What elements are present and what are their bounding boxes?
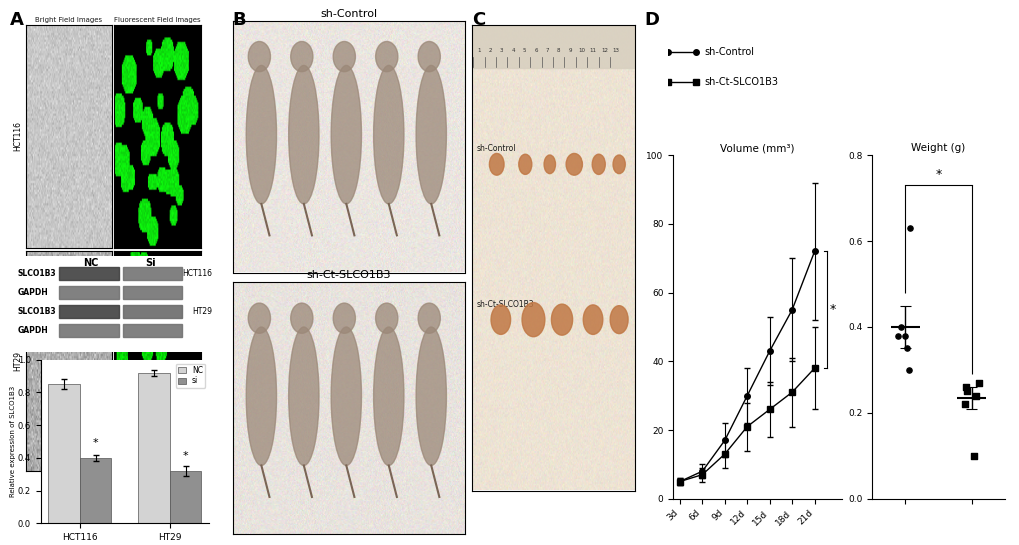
Text: *: * [93,438,99,448]
Text: SLCO1B3: SLCO1B3 [17,307,56,316]
Text: GAPDH: GAPDH [17,288,48,297]
Ellipse shape [612,155,625,174]
Text: NC: NC [84,258,99,268]
Text: C: C [472,11,485,29]
Text: sh-Ct-SLCO1B3: sh-Ct-SLCO1B3 [476,300,533,308]
Text: sh-Control: sh-Control [704,47,754,57]
Ellipse shape [246,327,276,465]
Point [899,344,915,353]
Point [967,391,983,400]
Ellipse shape [418,41,440,72]
Ellipse shape [592,154,604,174]
Text: sh-Ct-SLCO1B3: sh-Ct-SLCO1B3 [704,77,779,87]
Bar [122,305,182,318]
Ellipse shape [373,65,404,204]
Ellipse shape [490,305,511,335]
Ellipse shape [418,303,440,334]
Point [892,323,908,331]
Ellipse shape [519,154,531,174]
Bar [122,267,182,280]
Title: Bright Field Images: Bright Field Images [36,17,102,23]
Text: 8: 8 [556,49,560,53]
Text: *: * [182,451,189,461]
Legend: NC, si: NC, si [175,364,205,387]
Ellipse shape [248,303,270,334]
Bar [122,324,182,337]
Bar [122,286,182,299]
Text: HCT116: HCT116 [182,269,212,278]
Title: Fluorescent Field Images: Fluorescent Field Images [114,17,201,23]
Text: *: * [934,168,941,181]
Ellipse shape [609,306,628,334]
Title: Volume (mm³): Volume (mm³) [719,143,794,153]
Text: GAPDH: GAPDH [17,326,48,335]
Text: 10: 10 [578,49,585,53]
Ellipse shape [333,303,355,334]
Ellipse shape [288,65,319,204]
Ellipse shape [416,65,446,204]
Ellipse shape [416,327,446,465]
Text: sh-Control: sh-Control [476,144,516,153]
Ellipse shape [290,303,313,334]
Point [958,387,974,396]
Text: 12: 12 [600,49,607,53]
Title: Weight (g): Weight (g) [910,143,965,153]
Text: B: B [232,11,246,29]
Ellipse shape [566,154,582,175]
Text: 11: 11 [589,49,596,53]
Ellipse shape [522,302,544,337]
Bar [59,267,118,280]
Bar [59,305,118,318]
Bar [472,25,635,68]
Bar [59,324,118,337]
Point [956,400,972,409]
Ellipse shape [543,155,555,174]
Text: Si: Si [145,258,156,268]
Ellipse shape [583,305,602,335]
Ellipse shape [246,65,276,204]
Text: A: A [10,11,24,29]
Y-axis label: Relative expression of SLCO1B3: Relative expression of SLCO1B3 [10,386,16,497]
Point [957,383,973,391]
Text: 9: 9 [568,49,572,53]
Text: 1: 1 [477,49,480,53]
Ellipse shape [375,41,397,72]
Point [896,331,912,340]
Text: 5: 5 [522,49,526,53]
Ellipse shape [290,41,313,72]
Text: *: * [828,304,835,316]
Y-axis label: HT29: HT29 [13,351,22,371]
Ellipse shape [333,41,355,72]
Text: HT29: HT29 [192,307,212,316]
Text: 4: 4 [511,49,515,53]
Point [889,331,905,340]
Text: SLCO1B3: SLCO1B3 [17,269,56,278]
Text: 2: 2 [488,49,491,53]
Text: D: D [644,11,659,29]
Point [965,451,981,460]
Title: sh-Control: sh-Control [320,9,377,19]
Bar [49,384,79,523]
Text: 3: 3 [499,49,503,53]
Bar [79,458,111,523]
Bar [139,373,170,523]
Point [901,224,917,233]
Ellipse shape [288,327,319,465]
Text: 6: 6 [534,49,537,53]
Ellipse shape [331,327,361,465]
Ellipse shape [551,304,572,335]
Text: 13: 13 [611,49,619,53]
Ellipse shape [248,41,270,72]
Title: sh-Ct-SLCO1B3: sh-Ct-SLCO1B3 [307,270,390,280]
Ellipse shape [489,154,503,175]
Ellipse shape [373,327,404,465]
Bar [170,471,202,523]
Text: 7: 7 [545,49,548,53]
Bar [59,286,118,299]
Ellipse shape [375,303,397,334]
Point [900,366,916,374]
Ellipse shape [331,65,361,204]
Y-axis label: HCT116: HCT116 [13,121,22,152]
Point [970,378,986,387]
